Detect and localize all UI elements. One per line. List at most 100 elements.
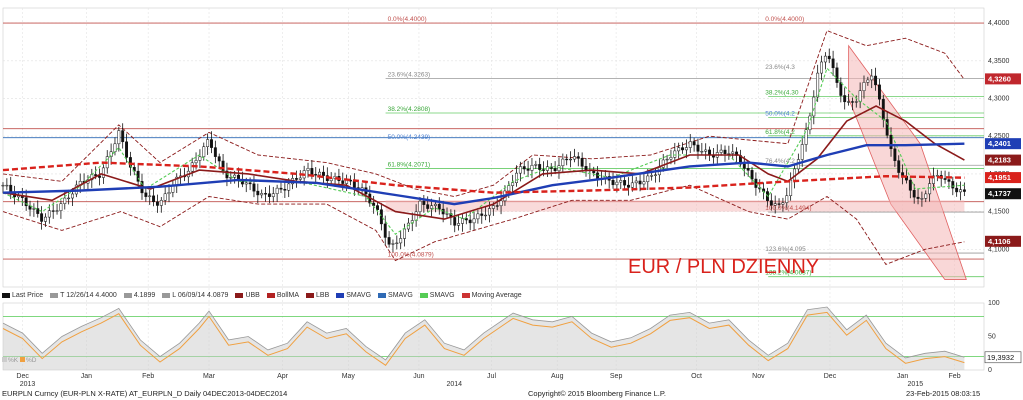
candle-body	[750, 170, 754, 180]
candle-body	[260, 193, 264, 196]
oscillator-panel: 19,3932 %K %D	[2, 306, 1022, 370]
candle-body	[962, 189, 966, 192]
candle-body	[654, 174, 657, 176]
candle-body	[163, 193, 167, 201]
value-tag	[985, 172, 1021, 184]
candle-body	[858, 90, 862, 102]
legend-label: Moving Average	[471, 291, 522, 299]
candle-body	[912, 190, 916, 198]
legend-swatch	[419, 292, 428, 298]
candle-body	[159, 200, 163, 206]
candle-body	[850, 101, 854, 103]
candle-body	[684, 147, 688, 151]
time-tick-label: Aug	[551, 373, 564, 380]
legend-swatch	[306, 292, 315, 298]
candle-body	[530, 165, 534, 171]
candle-body	[565, 158, 569, 161]
value-tag-label: 4,1737	[988, 189, 1011, 198]
candle-body	[526, 168, 530, 171]
candle-body	[1, 184, 5, 187]
fib-label: 100.0%(4.0879)	[388, 251, 434, 258]
time-tick-label: Nov	[752, 373, 765, 380]
candle-body	[723, 149, 727, 154]
candle-body	[916, 196, 920, 199]
candle-body	[322, 171, 325, 176]
candle-body	[681, 147, 684, 151]
candle-body	[213, 147, 217, 157]
candle-body	[480, 213, 484, 216]
value-tag-label: 4,1951	[988, 173, 1011, 182]
candle-body	[98, 175, 101, 178]
candle-body	[835, 67, 839, 83]
candle-body	[44, 216, 47, 222]
osc-legend-d-swatch	[20, 357, 25, 362]
horizontal-levels	[3, 22, 984, 260]
value-tag	[985, 235, 1021, 247]
footer-copyright: Copyright© 2015 Bloomberg Finance L.P.	[528, 389, 666, 398]
candle-body	[572, 156, 576, 160]
candle-body	[553, 168, 557, 172]
candle-body	[704, 149, 708, 152]
candle-body	[476, 213, 480, 220]
legend-item: Moving Average	[461, 291, 522, 299]
candle-body	[210, 139, 213, 148]
fibonacci-labels: 0.0%(4.4000) 23.6%(4.3263) 38.2%(4.2808) 50…	[388, 16, 812, 277]
candle-body	[252, 183, 256, 192]
value-tag	[985, 73, 1021, 85]
candle-body	[951, 181, 955, 189]
osc-legend-d: %D	[26, 357, 37, 364]
candle-body	[754, 178, 758, 188]
fib-label: 61.8%(4.2071)	[388, 162, 431, 169]
legend-item: T 12/26/14 4.4000	[50, 292, 117, 299]
time-tick-label: Jul	[487, 373, 496, 380]
candle-body	[275, 187, 279, 194]
candle-body	[507, 185, 511, 192]
candle-body	[495, 205, 499, 207]
candle-body	[461, 218, 464, 224]
time-tick-label: Dec	[16, 373, 29, 380]
legend-swatch	[50, 292, 59, 298]
osc-tick-label: 100	[988, 300, 1000, 307]
price-tick-label: 4,3500	[988, 58, 1010, 65]
candle-body	[793, 168, 796, 181]
chart-annotation: EUR / PLN DZIENNY	[628, 256, 819, 278]
price-tick-label: 4,4000	[988, 20, 1010, 27]
legend-swatch	[162, 292, 171, 298]
candle-body	[576, 156, 580, 159]
candle-body	[959, 189, 962, 193]
candle-body	[650, 175, 654, 177]
value-tag-label: 4,1106	[988, 237, 1011, 246]
candle-body	[206, 139, 210, 147]
candle-body	[109, 151, 113, 157]
candle-body	[144, 192, 148, 197]
candle-body	[40, 213, 44, 222]
osc-tick-label: 50	[988, 334, 996, 341]
candle-body	[94, 174, 98, 177]
candle-body	[310, 168, 314, 175]
osc-value-label: 19,3932	[987, 353, 1014, 362]
candle-body	[117, 130, 121, 145]
time-tick-label: Apr	[277, 373, 289, 380]
price-panel-frame	[2, 7, 985, 288]
legend-swatch	[235, 292, 244, 298]
candle-body	[534, 164, 538, 166]
candle-body	[627, 184, 630, 188]
legend-label: LBB	[316, 291, 330, 299]
price-tick-label: 4,1500	[988, 209, 1010, 216]
candle-body	[781, 202, 785, 205]
candle-body	[298, 177, 302, 180]
candle-body	[171, 185, 175, 193]
candle-body	[800, 144, 804, 160]
candle-body	[217, 156, 221, 162]
candle-body	[395, 242, 399, 244]
long-ma	[2, 142, 965, 206]
legend-item: UBB	[235, 292, 260, 299]
candle-body	[823, 55, 827, 63]
candle-body	[264, 193, 267, 195]
candle-body	[387, 237, 391, 245]
time-tick-label: Feb	[949, 373, 961, 380]
candle-body	[437, 203, 441, 210]
candle-body	[634, 180, 638, 184]
candle-body	[889, 134, 893, 150]
